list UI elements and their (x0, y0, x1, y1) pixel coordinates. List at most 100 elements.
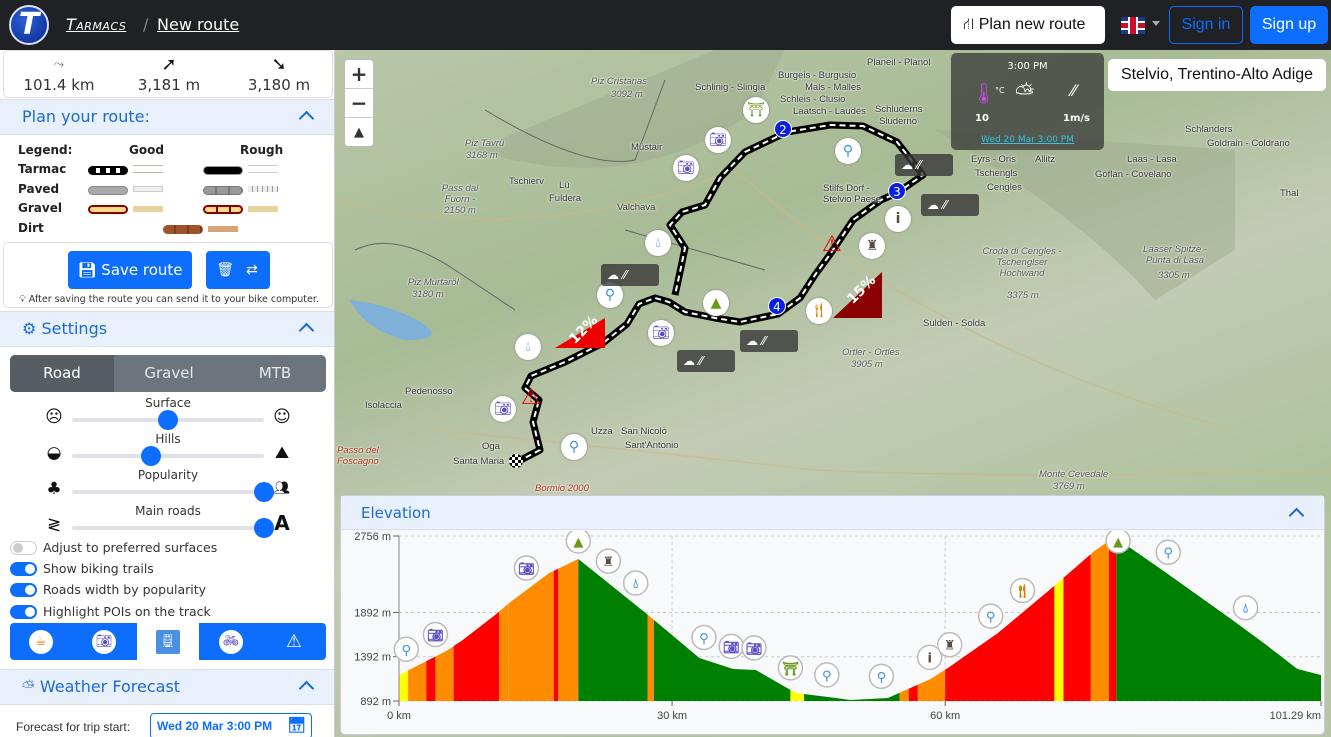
map-label: 3305 m (1158, 270, 1190, 281)
sign-up-button[interactable]: Sign up (1250, 6, 1328, 44)
map-label: Piz Tavrü (465, 138, 505, 149)
weather-chip[interactable]: ☁ ⁄⁄ (740, 330, 798, 352)
waypoint-2[interactable]: 2 (774, 120, 792, 138)
zoom-out-button[interactable]: − (345, 89, 373, 118)
waypoint-4[interactable]: 4 (768, 297, 786, 315)
water-drop-icon[interactable]: 💧︎ (515, 334, 541, 360)
legend-tarmac: Tarmac (18, 162, 67, 176)
temperature-value: 10 (975, 113, 989, 124)
gradient-segment-moderate (647, 536, 654, 701)
chevron-up-icon[interactable] (298, 110, 315, 127)
weather-chip[interactable]: ☁ ⁄⁄ (921, 194, 979, 216)
gradient-segment-moderate (435, 536, 454, 701)
calendar-icon[interactable]: 📅︎ (286, 717, 306, 734)
restaurant-icon[interactable]: 🍴︎ (806, 298, 832, 324)
weather-chip[interactable]: ☁ ⁄⁄ (601, 264, 659, 286)
trash-icon[interactable]: 🗑︎ (216, 262, 247, 278)
tarmac-rough-map-swatch (248, 165, 278, 173)
plan-route-header[interactable]: Plan your route: (0, 99, 334, 135)
water-drop-icon[interactable]: 💧︎ (645, 230, 671, 256)
castle-icon: ♜ (944, 639, 956, 654)
surface-slider-thumb[interactable] (158, 410, 178, 430)
weather-time: 3:00 PM (1007, 61, 1048, 72)
weather-chip[interactable]: ☁ ⁄⁄ (895, 154, 953, 176)
map-label: Oga (482, 441, 500, 452)
water-tap-icon[interactable]: ⚲ (561, 434, 587, 460)
camera-icon[interactable]: 📷︎ (648, 320, 674, 346)
surface-slider[interactable] (72, 410, 264, 430)
poi-filter-camera[interactable]: 📷︎ (73, 623, 135, 660)
elevation-header[interactable]: Elevation (341, 496, 1324, 530)
camera-icon[interactable]: 📷︎ (673, 155, 699, 181)
settings-title: Settings (41, 319, 108, 338)
chevron-up-icon[interactable] (298, 322, 315, 339)
main-roads-slider[interactable] (72, 518, 274, 538)
zoom-controls: + − ▲ (344, 59, 374, 147)
chevron-up-icon[interactable] (298, 680, 315, 697)
paved-rough-swatch (203, 186, 243, 195)
peak-icon[interactable]: ▲ (703, 290, 729, 316)
hills-slider-thumb[interactable] (140, 446, 161, 466)
camera-icon[interactable]: 📷︎ (490, 396, 516, 422)
map[interactable]: 12% 15% 2 3 4 📷︎ 📷︎ 📷︎ 📷︎ ⛩︎ i ♜ 🍴︎ 💧︎ 💧… (335, 50, 1331, 737)
uk-flag-icon[interactable] (1121, 17, 1145, 34)
poi-filter-warning[interactable]: ⚠ (263, 623, 325, 660)
hills-slider[interactable] (72, 446, 264, 466)
adjust-surfaces-toggle[interactable] (10, 541, 37, 555)
highlight-pois-toggle[interactable] (10, 605, 37, 619)
tarmac-good-swatch (88, 166, 128, 175)
popularity-slider-thumb[interactable] (254, 482, 274, 502)
poi-marker (814, 662, 840, 688)
water-tap-icon[interactable]: ⚲ (835, 138, 861, 164)
map-label: Monte Cevedale (1039, 469, 1109, 480)
tunnel-warning-icon[interactable]: ⚠ (521, 385, 541, 410)
info-icon[interactable]: i (885, 206, 911, 232)
mode-mtb[interactable]: MTB (258, 364, 292, 382)
settings-header[interactable]: ⚙ Settings (0, 311, 334, 347)
breadcrumb-home[interactable]: Tarmacs (66, 15, 127, 34)
compass-north-button[interactable]: ▲ (354, 125, 364, 140)
main-roads-slider-thumb[interactable] (254, 518, 274, 538)
map-label: Schlanders (1185, 124, 1233, 135)
weather-date-link[interactable]: Wed 20 Mar 3:00 PM (981, 135, 1074, 145)
road-width-toggle[interactable] (10, 583, 37, 597)
tarmacs-logo[interactable]: T (9, 5, 49, 45)
biking-trails-toggle[interactable] (10, 562, 37, 576)
legend-good: Good (129, 143, 164, 157)
poi-filter-bicycle[interactable]: 🚲︎ (200, 623, 262, 660)
gradient-segment-moderate (917, 536, 946, 701)
map-label: Cengles (987, 182, 1022, 193)
chevron-up-icon[interactable] (1288, 507, 1305, 524)
weather-header[interactable]: ⛅︎ Weather Forecast (0, 669, 334, 705)
dirt-map-swatch (208, 226, 238, 232)
breadcrumb-current[interactable]: New route (157, 15, 240, 34)
reverse-route-icon[interactable]: ⇄ (246, 262, 270, 278)
language-caret-icon[interactable] (1152, 21, 1160, 26)
camera-icon[interactable]: 📷︎ (705, 127, 731, 153)
mode-gravel[interactable]: Gravel (144, 364, 194, 382)
popularity-slider[interactable] (72, 482, 274, 502)
map-label: Croda di Cengles - Tschenglser Hochwand (982, 246, 1062, 279)
waypoint-3[interactable]: 3 (888, 182, 906, 200)
picnic-icon[interactable]: ⛩︎ (743, 97, 769, 123)
sign-in-button[interactable]: Sign in (1169, 6, 1243, 44)
poi-filter-train[interactable]: 🚆︎ (137, 623, 199, 660)
poi-marker (1105, 531, 1131, 554)
picnic-icon: ⛩︎ (782, 661, 799, 677)
water-tap-icon[interactable]: ⚲ (597, 282, 623, 308)
zoom-in-button[interactable]: + (345, 60, 373, 89)
mode-road[interactable]: Road (10, 355, 114, 392)
route-tools-button[interactable]: 🗑︎⇄ (206, 251, 270, 289)
finish-flag-icon[interactable] (509, 454, 523, 468)
save-route-panel: 💾︎ Save route 🗑︎⇄ 💡︎ After saving the ro… (3, 242, 333, 308)
poi-filter-cafe[interactable]: ☕︎ (10, 623, 72, 660)
map-label: 3905 m (851, 359, 883, 370)
weather-chip[interactable]: ☁ ⁄⁄ (677, 350, 735, 372)
plan-new-route-button[interactable]: ⛙ Plan new route (951, 6, 1105, 44)
save-route-button[interactable]: 💾︎ Save route (68, 251, 192, 289)
tunnel-warning-icon[interactable]: ⚠ (822, 232, 842, 257)
forecast-date-picker[interactable]: Wed 20 Mar 3:00 PM 📅︎ (150, 713, 312, 737)
castle-icon[interactable]: ♜ (859, 233, 885, 259)
map-label: Lü (559, 180, 570, 191)
elevation-chart[interactable]: 892 m 1392 m 1892 m 2756 m 0 km 30 km 60 km 101… (341, 531, 1326, 735)
